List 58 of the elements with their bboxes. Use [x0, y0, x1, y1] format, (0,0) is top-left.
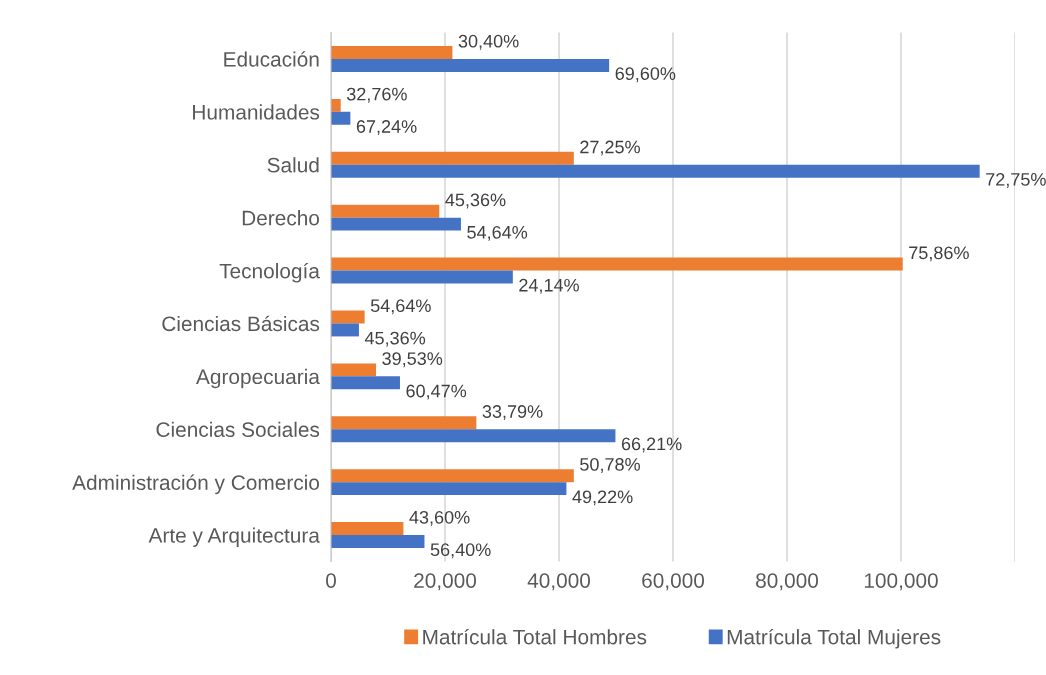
- x-tick-label: 40,000: [527, 573, 591, 591]
- annotation: 75,86%: [909, 246, 969, 262]
- bar: [331, 270, 513, 284]
- bar: [331, 535, 425, 549]
- annotation: 54,64%: [467, 225, 528, 241]
- annotation: 30,40%: [458, 34, 519, 50]
- bar: [331, 429, 616, 443]
- annotation: 60,47%: [406, 384, 467, 400]
- bar: [331, 204, 440, 218]
- bar: [331, 111, 351, 125]
- annotation: 27,25%: [580, 140, 640, 156]
- x-tick-label: 60,000: [642, 573, 705, 591]
- x-tick-label: 80,000: [756, 573, 819, 591]
- legend-label: Matrícula Total Hombres: [423, 628, 647, 645]
- annotation: 45,36%: [364, 331, 426, 347]
- legend-label: Matrícula Total Mujeres: [727, 628, 941, 649]
- y-tick-label: Arte y Arquitectura: [148, 527, 320, 547]
- bar: [331, 323, 359, 337]
- y-tick-label: Derecho: [242, 210, 320, 226]
- y-tick-label: Tecnología: [219, 262, 320, 283]
- bar: [331, 58, 610, 72]
- bar: [331, 416, 477, 430]
- bar: [331, 363, 377, 377]
- y-tick-label: Ciencias Básicas: [162, 315, 320, 332]
- x-tick-label: 100,000: [864, 573, 938, 591]
- annotation: 45,36%: [445, 193, 506, 209]
- y-tick-label: Agropecuaria: [196, 368, 320, 389]
- annotation: 49,22%: [572, 490, 633, 506]
- y-tick-label: Salud: [267, 157, 319, 173]
- bar: [331, 98, 341, 112]
- bar: [331, 376, 400, 390]
- annotation: 32,76%: [346, 87, 407, 103]
- annotation: 67,24%: [356, 120, 417, 136]
- annotation: 33,79%: [482, 405, 543, 421]
- bar: [331, 257, 903, 271]
- annotation: 66,21%: [621, 437, 682, 453]
- annotation: 39,53%: [382, 352, 443, 368]
- x-tick-label: 20,000: [414, 573, 477, 591]
- annotation: 50,78%: [580, 458, 640, 473]
- x-tick-label: 0: [326, 573, 336, 588]
- y-tick-label: Administración y Comercio: [72, 474, 320, 495]
- y-tick-label: Humanidades: [193, 104, 320, 120]
- annotation: 69,60%: [615, 67, 676, 83]
- annotation: 72,75%: [986, 173, 1046, 188]
- bar: [331, 522, 404, 536]
- annotation: 24,14%: [519, 278, 579, 294]
- y-tick-label: Ciencias Sociales: [156, 421, 320, 437]
- annotation: 43,60%: [409, 510, 470, 526]
- annotation: 56,40%: [430, 543, 491, 559]
- bar: [331, 217, 461, 231]
- bar: [331, 164, 980, 178]
- annotation: 54,64%: [370, 299, 431, 315]
- bar: [331, 310, 365, 324]
- y-tick-label: Educación: [224, 51, 319, 67]
- bar: [331, 45, 453, 59]
- bar: [331, 469, 574, 483]
- bar: [331, 151, 574, 165]
- bar: [331, 482, 567, 496]
